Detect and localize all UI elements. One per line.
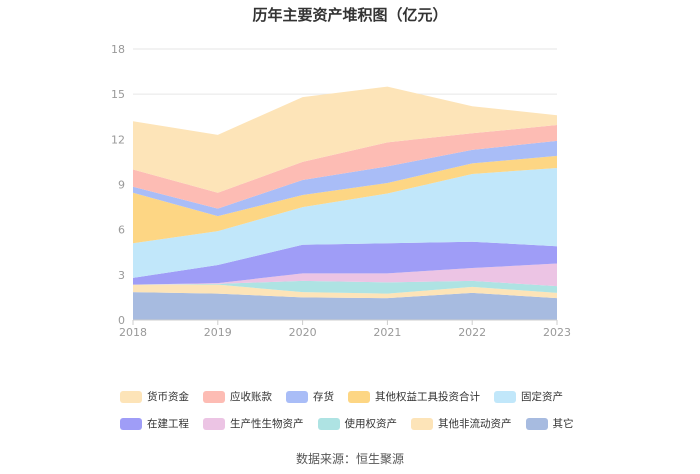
legend-swatch bbox=[120, 417, 142, 430]
legend-label: 使用权资产 bbox=[344, 418, 398, 430]
legend-swatch bbox=[317, 417, 340, 430]
area-layer bbox=[133, 86, 557, 320]
area-series-6[interactable] bbox=[133, 155, 557, 244]
x-tick-label: 2023 bbox=[543, 326, 571, 339]
legend: 货币资金 应收账款 存货 其他权益工具投资合计 固定资产在建工程 生产性生物资产 使用权资产… bbox=[120, 389, 600, 431]
y-tick-label: 6 bbox=[118, 224, 125, 237]
legend-swatch bbox=[286, 390, 308, 403]
legend-label: 固定资产 bbox=[521, 391, 563, 403]
legend-item-0[interactable]: 货币资金 bbox=[120, 389, 189, 404]
chart-title: 历年主要资产堆积图（亿元） bbox=[252, 6, 448, 24]
y-tick-label: 3 bbox=[118, 269, 125, 282]
legend-swatch bbox=[411, 417, 433, 430]
legend-label: 应收账款 bbox=[230, 391, 272, 403]
legend-label: 生产性生物资产 bbox=[230, 418, 304, 430]
y-tick-label: 12 bbox=[111, 133, 125, 146]
y-tick-label: 15 bbox=[111, 88, 125, 101]
x-tick-label: 2020 bbox=[289, 326, 317, 339]
x-tick-label: 2018 bbox=[119, 326, 147, 339]
legend-swatch bbox=[494, 390, 516, 403]
legend-item-2[interactable]: 存货 bbox=[286, 389, 334, 404]
area-series-1[interactable] bbox=[133, 284, 557, 299]
legend-label: 货币资金 bbox=[147, 391, 189, 403]
y-tick-label: 9 bbox=[118, 179, 125, 192]
area-series-3[interactable] bbox=[133, 263, 557, 287]
legend-label: 其它 bbox=[552, 418, 574, 430]
axis-layer: 0 3 6 9 12 15 18 2018 2019 2020 2021 2022 2023 bbox=[111, 43, 571, 339]
legend-swatch bbox=[120, 390, 142, 403]
x-tick-label: 2021 bbox=[373, 326, 401, 339]
area-series-5[interactable] bbox=[133, 167, 557, 278]
legend-item-3[interactable]: 其他权益工具投资合计 bbox=[348, 389, 480, 404]
legend-label: 在建工程 bbox=[147, 418, 189, 430]
legend-label: 存货 bbox=[313, 391, 334, 403]
legend-item-7[interactable]: 使用权资产 bbox=[317, 416, 398, 431]
legend-swatch bbox=[525, 417, 548, 430]
legend-item-5[interactable]: 在建工程 bbox=[120, 416, 189, 431]
legend-label: 其他非流动资产 bbox=[438, 418, 512, 430]
area-series-0[interactable] bbox=[133, 292, 557, 320]
area-series-7[interactable] bbox=[133, 140, 557, 217]
legend-item-1[interactable]: 应收账款 bbox=[203, 389, 272, 404]
area-series-4[interactable] bbox=[133, 241, 557, 285]
legend-label: 其他权益工具投资合计 bbox=[375, 391, 480, 403]
area-series-2[interactable] bbox=[133, 280, 557, 294]
legend-swatch bbox=[348, 390, 370, 403]
source-label: 数据来源：恒生聚源 bbox=[295, 452, 404, 466]
legend-swatch bbox=[203, 390, 225, 403]
x-tick-label: 2022 bbox=[458, 326, 486, 339]
area-series-9[interactable] bbox=[133, 86, 557, 193]
y-tick-label: 0 bbox=[118, 314, 125, 327]
legend-item-9[interactable]: 其它 bbox=[525, 416, 574, 431]
legend-swatch bbox=[203, 417, 225, 430]
legend-item-6[interactable]: 生产性生物资产 bbox=[203, 416, 304, 431]
x-tick-label: 2019 bbox=[204, 326, 232, 339]
legend-item-8[interactable]: 其他非流动资产 bbox=[411, 416, 512, 431]
legend-item-4[interactable]: 固定资产 bbox=[494, 389, 563, 404]
area-series-8[interactable] bbox=[133, 125, 557, 209]
y-tick-label: 18 bbox=[111, 43, 125, 56]
